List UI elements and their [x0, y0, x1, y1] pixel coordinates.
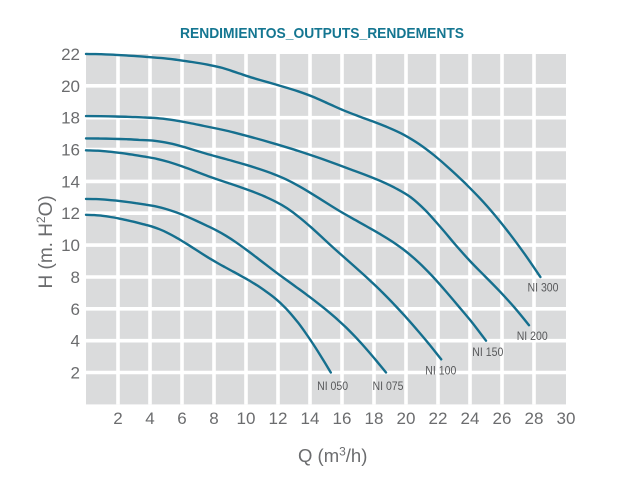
svg-text:8: 8 [209, 409, 218, 428]
svg-text:14: 14 [301, 409, 320, 428]
svg-text:NI 300: NI 300 [528, 281, 559, 295]
svg-text:18: 18 [365, 409, 384, 428]
svg-text:20: 20 [397, 409, 416, 428]
svg-text:24: 24 [461, 409, 480, 428]
svg-text:16: 16 [61, 141, 80, 160]
svg-text:22: 22 [429, 409, 448, 428]
svg-text:H (m. H2O): H (m. H2O) [34, 195, 57, 288]
svg-text:10: 10 [237, 409, 256, 428]
svg-text:28: 28 [525, 409, 544, 428]
svg-text:22: 22 [61, 45, 80, 64]
svg-text:12: 12 [61, 204, 80, 223]
svg-text:RENDIMIENTOS_OUTPUTS_RENDEMENT: RENDIMIENTOS_OUTPUTS_RENDEMENTS [180, 26, 464, 42]
svg-text:2: 2 [113, 409, 122, 428]
svg-text:Q (m3/h): Q (m3/h) [298, 445, 367, 467]
svg-text:NI 050: NI 050 [317, 379, 348, 393]
svg-text:14: 14 [61, 172, 80, 191]
svg-text:16: 16 [333, 409, 352, 428]
svg-text:8: 8 [71, 268, 80, 287]
svg-text:12: 12 [269, 409, 288, 428]
svg-text:4: 4 [145, 409, 154, 428]
svg-text:26: 26 [493, 409, 512, 428]
svg-text:20: 20 [61, 77, 80, 96]
svg-text:30: 30 [557, 409, 576, 428]
svg-text:NI 075: NI 075 [373, 379, 404, 393]
svg-text:NI 150: NI 150 [472, 345, 503, 359]
svg-text:4: 4 [71, 332, 80, 351]
svg-text:6: 6 [177, 409, 186, 428]
svg-text:2: 2 [71, 364, 80, 383]
svg-text:6: 6 [71, 300, 80, 319]
svg-text:18: 18 [61, 109, 80, 128]
svg-text:10: 10 [61, 236, 80, 255]
svg-text:NI 100: NI 100 [425, 363, 456, 377]
svg-text:NI 200: NI 200 [517, 329, 548, 343]
